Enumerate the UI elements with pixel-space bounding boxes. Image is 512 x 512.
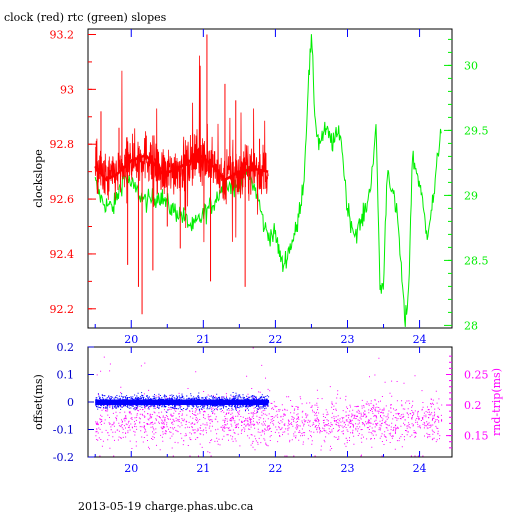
- y-left-tick-label: 92.2: [50, 303, 75, 316]
- chart-title: clock (red) rtc (green) slopes: [4, 11, 167, 24]
- x-tick-label: 24: [413, 462, 427, 475]
- y-right-tick-label: 0.2: [464, 399, 482, 412]
- y-axis-label: offset(ms): [32, 374, 45, 430]
- y-left-tick-label: -0.1: [53, 424, 74, 437]
- y-left-tick-label: 93: [60, 83, 74, 96]
- offset-chart: 20 21 22 23 24 -0.2 -0.1 0 0.1 0.2 0.15 0.2 0.25 offs…: [32, 341, 503, 475]
- clock-mean-line: [94, 153, 269, 182]
- y-left-tick-label: 92.6: [50, 193, 75, 206]
- x-tick-label: 24: [413, 333, 427, 346]
- y-right-tick-label: 30: [464, 59, 478, 72]
- offset-band: [95, 399, 269, 406]
- footer-text: 2013-05-19 charge.phas.ubc.ca: [78, 500, 254, 512]
- scatter-points-offset: [95, 392, 270, 413]
- y-right-axis-label: rnd-trip(ms): [490, 368, 503, 436]
- x-tick-label: 21: [196, 333, 210, 346]
- x-tick-label: 20: [124, 462, 138, 475]
- x-tick-label: 22: [268, 462, 282, 475]
- y-right-tick-label: 0.25: [464, 369, 489, 382]
- y-left-tick-label: 0: [67, 396, 74, 409]
- x-tick-label: 23: [340, 462, 354, 475]
- y-right-tick-label: 29: [464, 189, 478, 202]
- y-left-tick-label: 0.2: [57, 341, 75, 354]
- x-tick-label: 21: [196, 462, 210, 475]
- y-left-tick-label: 92.4: [50, 248, 75, 261]
- x-tick-label: 20: [124, 333, 138, 346]
- y-left-tick-label: 0.1: [57, 369, 75, 382]
- scatter-points-roundtrip: [95, 347, 443, 457]
- y-left-tick-label: -0.2: [53, 451, 74, 464]
- y-right-tick-label: 0.15: [464, 430, 489, 443]
- y-right-tick-label: 28.5: [464, 254, 489, 267]
- plot-frame: [87, 28, 453, 329]
- y-left-tick-label: 92.8: [50, 138, 75, 151]
- y-right-tick-label: 28: [464, 319, 478, 332]
- y-axis-label: clockslope: [32, 149, 45, 207]
- x-tick-label: 23: [340, 333, 354, 346]
- y-right-tick-label: 29.5: [464, 124, 489, 137]
- x-tick-label: 22: [268, 333, 282, 346]
- y-left-tick-label: 93.2: [50, 28, 75, 41]
- slopes-chart: 20 21 22 23 24 92.2 92.4 92.6 92.8 93 93.2 28 28.5 29…: [32, 28, 489, 346]
- series-line-rtc: [94, 34, 442, 327]
